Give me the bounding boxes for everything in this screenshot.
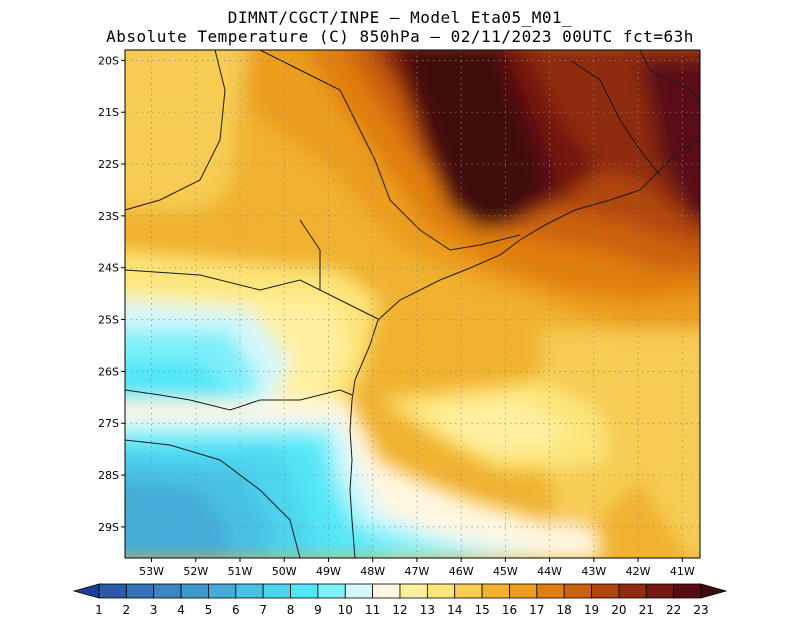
colorbar-segment (208, 583, 237, 599)
colorbar-segment (618, 583, 647, 599)
colorbar-label: 11 (365, 603, 380, 617)
map-frame (124, 49, 701, 559)
lon-tick-label: 43W (581, 565, 606, 578)
colorbar-segment (344, 583, 374, 599)
lon-tick-label: 41W (670, 565, 695, 578)
map-axes: 20S 21S 22S 23S 24S 25S 26S 27S 28S 29S 53W 52W 51W 5… (98, 54, 695, 578)
lat-tick-label: 26S (98, 365, 119, 378)
colorbar-label: 23 (693, 603, 708, 617)
colorbar-low-arrow (72, 583, 100, 599)
colorbar-label: 14 (447, 603, 462, 617)
lat-tick-label: 25S (98, 314, 119, 327)
lon-tick-label: 42W (626, 565, 651, 578)
colorbar-segment (180, 583, 209, 599)
colorbar-segment (509, 583, 538, 599)
lon-tick-label: 49W (316, 565, 341, 578)
colorbar-segment (426, 583, 456, 599)
colorbar-label: 6 (232, 603, 240, 617)
temperature-colorbar: 1 2 3 4 5 6 7 8 9 10 11 12 13 14 15 16 17 18 19 20 21 22 23 (72, 583, 728, 617)
colorbar-segment (481, 583, 510, 599)
lon-tick-label: 51W (228, 565, 253, 578)
colorbar-label: 22 (666, 603, 681, 617)
lat-tick-label: 21S (98, 106, 119, 119)
colorbar-segment (645, 583, 675, 599)
colorbar-label: 5 (205, 603, 213, 617)
colorbar-segment (563, 583, 592, 599)
colorbar-label: 13 (420, 603, 435, 617)
colorbar-label: 8 (287, 603, 295, 617)
colorbar-segment (317, 583, 346, 599)
lon-tick-label: 47W (404, 565, 429, 578)
lat-tick-label: 20S (98, 54, 119, 67)
colorbar-segment (399, 583, 428, 599)
lon-tick-label: 45W (493, 565, 518, 578)
lon-tick-label: 44W (537, 565, 562, 578)
colorbar-label: 17 (529, 603, 544, 617)
colorbar-segment (262, 583, 291, 599)
lat-tick-label: 27S (98, 417, 119, 430)
lat-tick-label: 22S (98, 158, 119, 171)
map-title-line1: DIMNT/CGCT/INPE – Model Eta05_M01_ (227, 8, 573, 27)
lat-tick-label: 24S (98, 262, 119, 275)
colorbar-label: 18 (557, 603, 572, 617)
lon-tick-label: 50W (272, 565, 297, 578)
colorbar-label: 15 (474, 603, 489, 617)
colorbar-label: 19 (584, 603, 599, 617)
colorbar-label: 7 (259, 603, 267, 617)
colorbar-label: 16 (502, 603, 517, 617)
lat-tick-label: 23S (98, 210, 119, 223)
colorbar-segment (290, 583, 319, 599)
lat-tick-label: 29S (98, 521, 119, 534)
colorbar-segment (591, 583, 620, 599)
colorbar-label: 4 (177, 603, 185, 617)
colorbar-high-arrow (700, 583, 728, 599)
lat-tick-label: 28S (98, 469, 119, 482)
colorbar-segment (454, 583, 483, 599)
colorbar-label: 12 (392, 603, 407, 617)
lon-tick-label: 46W (449, 565, 474, 578)
colorbar-label: 10 (338, 603, 353, 617)
colorbar-label: 9 (314, 603, 322, 617)
lon-tick-label: 48W (360, 565, 385, 578)
lon-tick-label: 53W (139, 565, 164, 578)
colorbar-segment (673, 583, 702, 599)
colorbar-segment (98, 583, 127, 599)
colorbar-label: 20 (611, 603, 626, 617)
colorbar-label: 1 (95, 603, 103, 617)
map-title-line2: Absolute Temperature (C) 850hPa – 02/11/… (106, 27, 694, 46)
colorbar-segment (125, 583, 155, 599)
colorbar-label: 2 (123, 603, 131, 617)
lon-tick-label: 52W (183, 565, 208, 578)
colorbar-segment (372, 583, 401, 599)
map-gridlines (125, 50, 700, 558)
colorbar-segment (235, 583, 264, 599)
temperature-field (125, 50, 700, 558)
colorbar-segment (153, 583, 182, 599)
colorbar-segment (536, 583, 565, 599)
colorbar-label: 21 (639, 603, 654, 617)
colorbar-label: 3 (150, 603, 158, 617)
coastline-and-borders (125, 50, 700, 558)
